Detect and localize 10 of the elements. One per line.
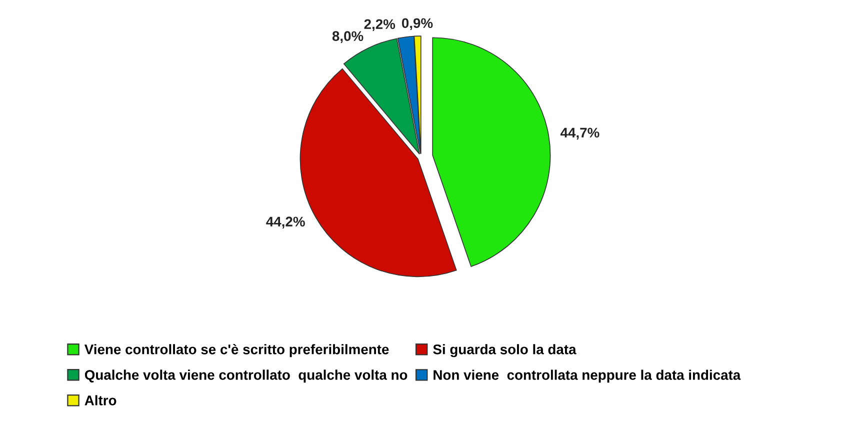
data-label: 0,9% [402, 18, 433, 30]
data-label: 8,0% [332, 31, 364, 44]
legend-label: Viene controllato se c'è scritto preferibilmente [84, 344, 389, 358]
data-label: 44,2% [266, 216, 305, 229]
legend-label: Qualche volta viene controllato qualche volta no [84, 370, 408, 383]
legend-label: Altro [84, 395, 116, 406]
data-label: 44,7% [560, 128, 600, 140]
data-label: 2,2% [364, 19, 396, 32]
legend-label: Non viene controllata neppure la data indicata [434, 370, 741, 383]
legend-label: Si guarda solo la data [433, 344, 576, 358]
